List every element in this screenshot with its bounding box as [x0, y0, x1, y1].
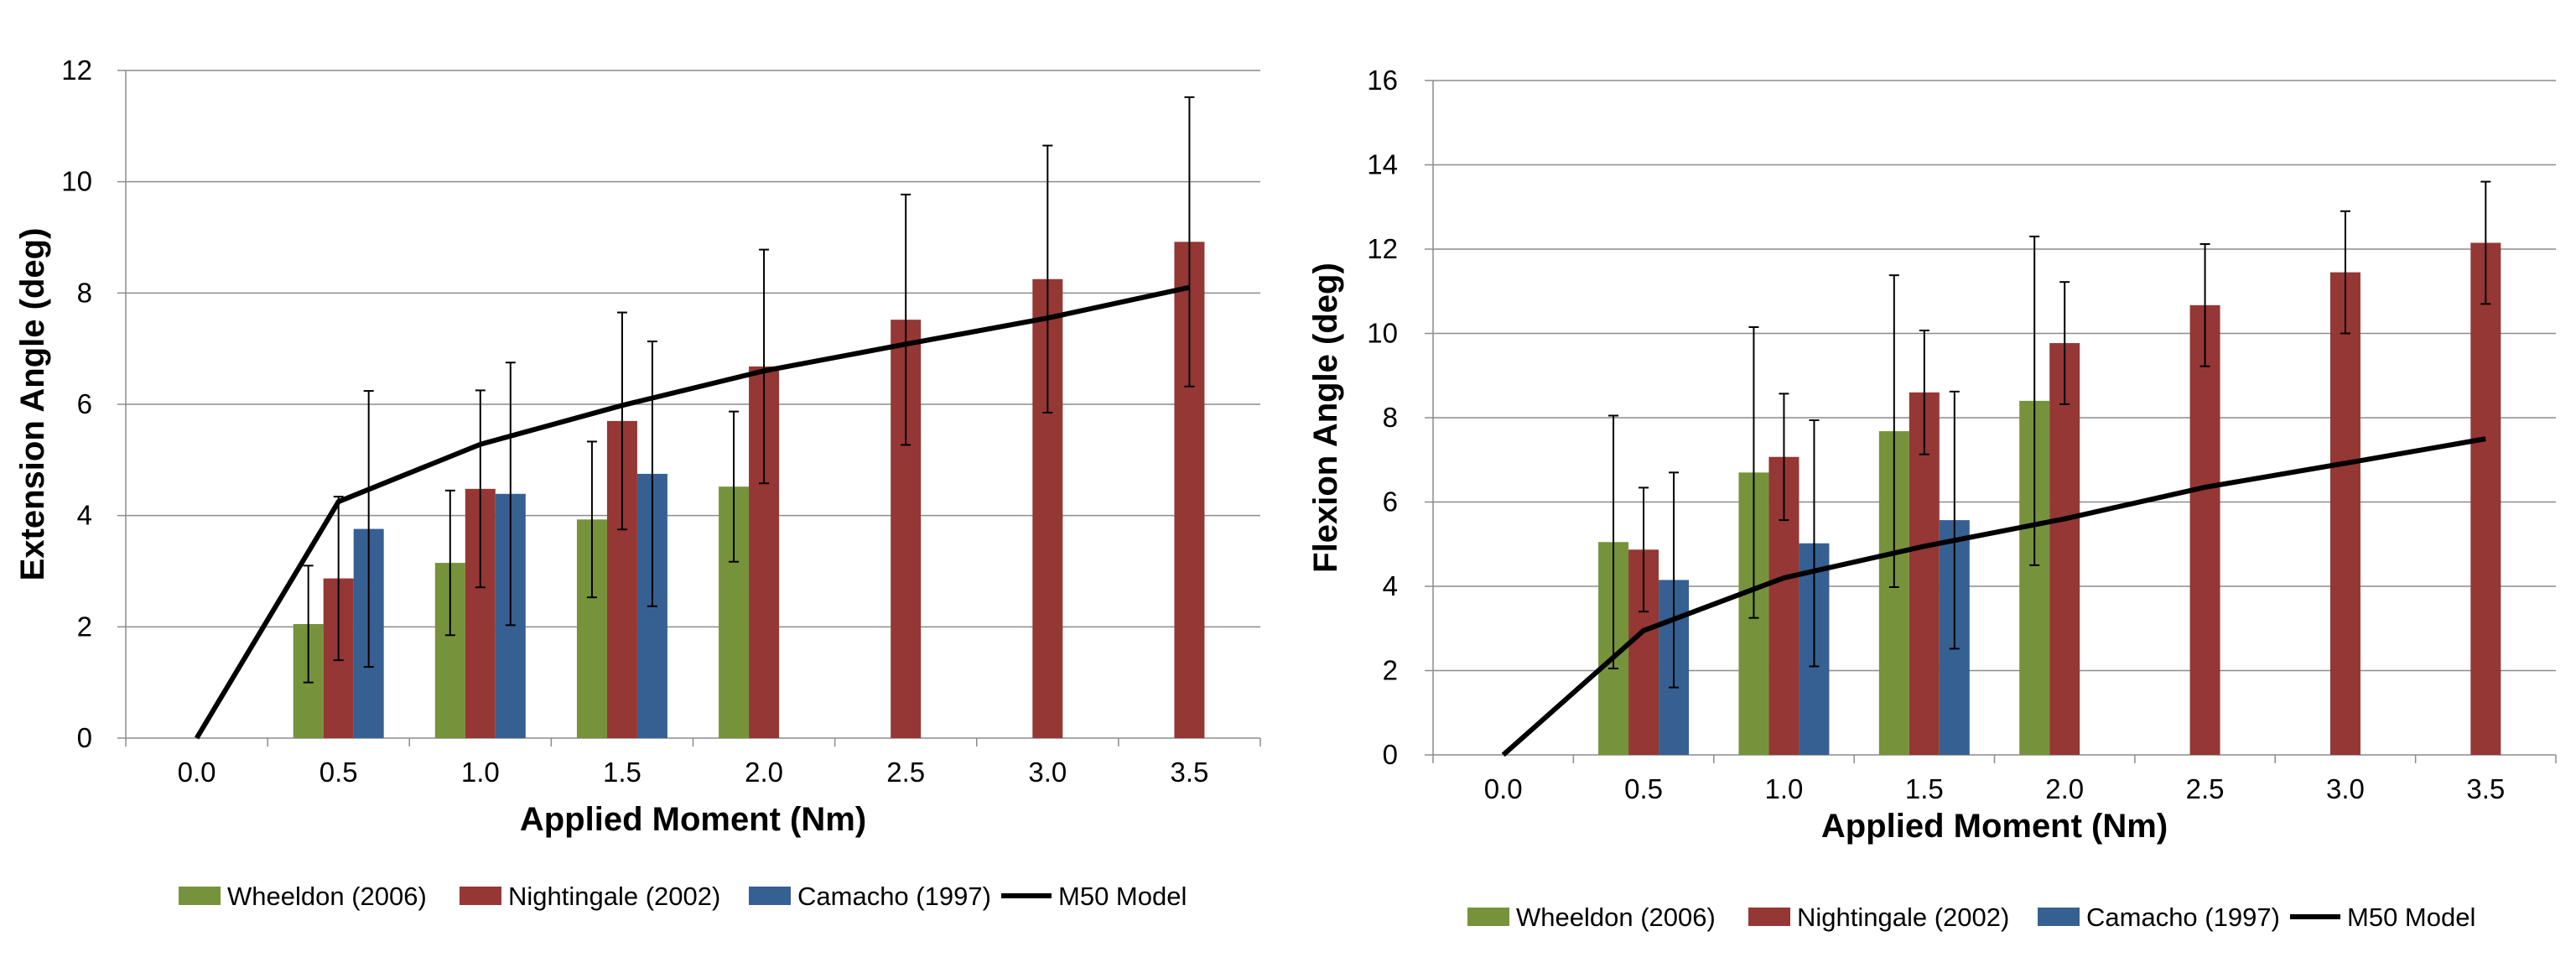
y-axis-title: Extension Angle (deg) — [14, 228, 51, 581]
bar — [2470, 242, 2501, 755]
y-tick-label: 0 — [1383, 739, 1398, 770]
legend-label: Wheeldon (2006) — [227, 882, 427, 911]
y-tick-label: 2 — [77, 611, 92, 642]
x-tick-label: 0.5 — [1624, 773, 1663, 804]
x-tick-label: 1.0 — [1765, 773, 1804, 804]
legend-label: Wheeldon (2006) — [1516, 903, 1716, 932]
bar — [2049, 343, 2080, 755]
bar — [2329, 272, 2360, 755]
x-tick-label: 3.5 — [1171, 757, 1209, 788]
y-tick-label: 12 — [1367, 233, 1398, 264]
model-line — [1501, 436, 2486, 757]
legend-swatch — [179, 887, 221, 905]
x-tick-label: 2.5 — [886, 757, 925, 788]
x-tick-label: 0.0 — [178, 757, 216, 788]
y-tick-label: 8 — [77, 277, 92, 308]
legend-label: M50 Model — [2347, 903, 2475, 932]
legend-label: Nightingale (2002) — [1797, 903, 2009, 932]
x-tick-label: 2.0 — [745, 757, 783, 788]
y-tick-label: 6 — [1383, 486, 1398, 518]
x-tick-label: 2.5 — [2186, 773, 2225, 804]
x-tick-label: 3.0 — [2326, 773, 2365, 804]
legend-swatch — [749, 887, 791, 905]
legend-label: Camacho (1997) — [2086, 903, 2280, 932]
y-tick-label: 10 — [61, 166, 92, 197]
y-tick-label: 0 — [77, 722, 92, 753]
legend-swatch — [1467, 908, 1509, 926]
x-tick-label: 3.0 — [1028, 757, 1067, 788]
legend-swatch — [1748, 908, 1790, 926]
flexion-angle-chart: 0 2 4 6 8 10 12 14 16 0.0 0.5 1.0 1.5 2.0 2.5 3.0 3.5 App… — [1307, 65, 2557, 932]
x-tick-label: 3.5 — [2466, 773, 2505, 804]
x-tick-label: 2.0 — [2045, 773, 2084, 804]
y-tick-label: 4 — [1383, 570, 1398, 601]
extension-angle-chart: 0 2 4 6 8 10 12 0.0 0.5 1.0 1.5 2.0 2.5 3.0 3.5 Applied… — [14, 55, 1261, 911]
x-tick-label: 1.5 — [1905, 773, 1944, 804]
bar — [2189, 304, 2220, 755]
legend-label: M50 Model — [1058, 882, 1187, 911]
legend-swatch — [460, 887, 501, 905]
x-tick-label: 1.0 — [461, 757, 500, 788]
x-tick-label: 0.5 — [319, 757, 358, 788]
legend: Wheeldon (2006) Nightingale (2002) Camacho… — [179, 882, 1187, 911]
x-tick-label: 1.5 — [603, 757, 641, 788]
y-tick-label: 6 — [77, 388, 92, 419]
y-tick-label: 4 — [77, 500, 92, 531]
legend-swatch — [2038, 908, 2080, 926]
y-tick-label: 2 — [1383, 655, 1398, 686]
y-tick-label: 16 — [1367, 65, 1398, 96]
y-tick-label: 10 — [1367, 318, 1398, 349]
legend-label: Nightingale (2002) — [508, 882, 720, 911]
x-tick-label: 0.0 — [1484, 773, 1523, 804]
y-axis-title: Flexion Angle (deg) — [1307, 263, 1344, 573]
model-line — [194, 284, 1191, 740]
x-axis-title: Applied Moment (Nm) — [1821, 808, 2168, 845]
y-tick-label: 8 — [1383, 402, 1398, 433]
legend-label: Camacho (1997) — [797, 882, 991, 911]
legend: Wheeldon (2006) Nightingale (2002) Camacho… — [1467, 903, 2475, 932]
y-tick-label: 12 — [61, 55, 92, 86]
y-tick-label: 14 — [1367, 149, 1398, 180]
x-axis-title: Applied Moment (Nm) — [520, 801, 866, 838]
